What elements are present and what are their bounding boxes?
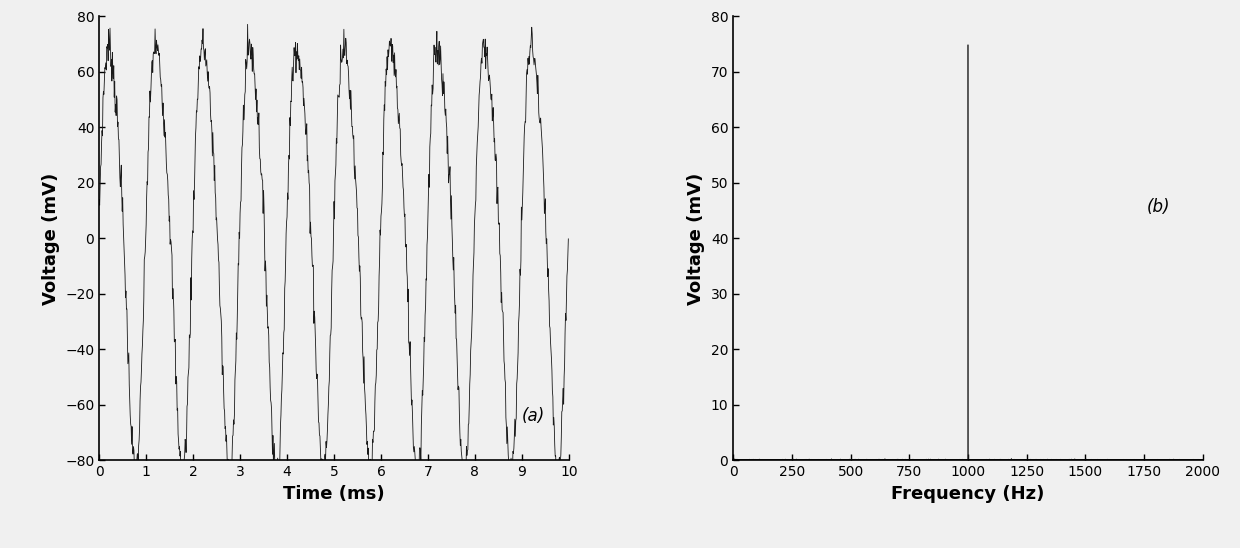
Text: (a): (a) <box>522 407 546 425</box>
X-axis label: Time (ms): Time (ms) <box>283 485 384 503</box>
Y-axis label: Voltage (mV): Voltage (mV) <box>41 172 60 305</box>
X-axis label: Frequency (Hz): Frequency (Hz) <box>892 485 1044 503</box>
Text: (b): (b) <box>1147 198 1171 216</box>
Y-axis label: Voltage (mV): Voltage (mV) <box>687 172 706 305</box>
